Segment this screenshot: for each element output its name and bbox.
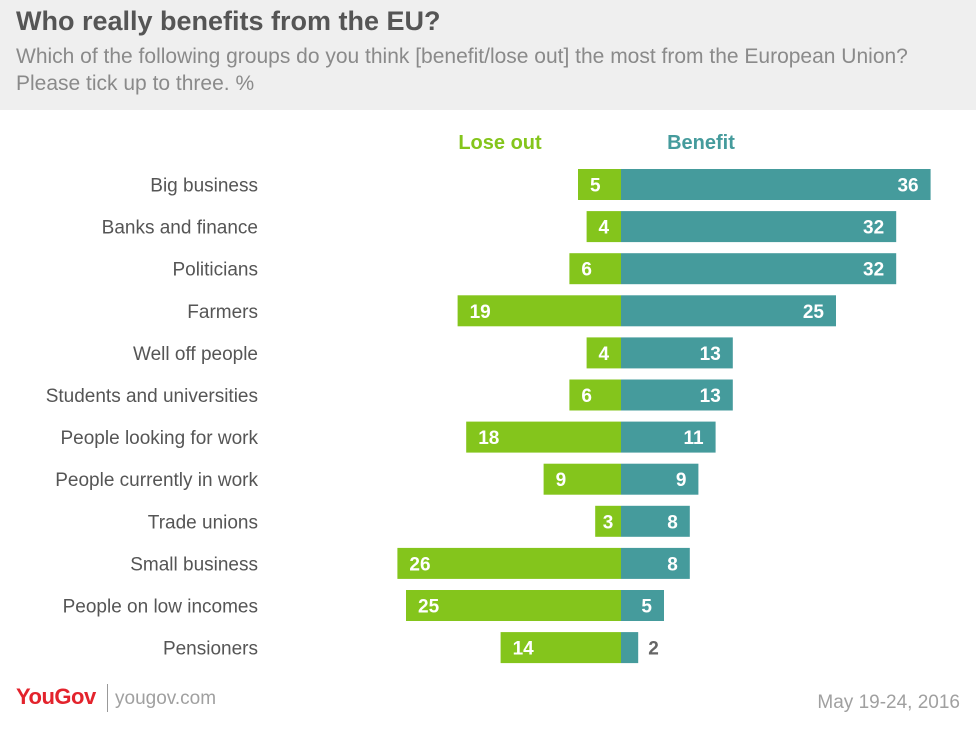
bar-lose-out: [586, 337, 621, 369]
category-label: People looking for work: [61, 428, 259, 449]
bar-lose-out: [457, 295, 621, 327]
bar-lose-out: [569, 253, 621, 285]
data-label-lose-out: 26: [409, 554, 430, 575]
legend-lose-out: Lose out: [458, 132, 542, 154]
bar-benefit: [621, 632, 639, 664]
bar-lose-out: [500, 632, 621, 664]
bar-lose-out: [397, 547, 621, 579]
data-label-lose-out: 4: [599, 218, 610, 239]
footer-date: May 19-24, 2016: [817, 692, 960, 713]
bar-lose-out: [595, 505, 621, 537]
data-label-lose-out: 3: [603, 512, 614, 533]
data-label-benefit: 13: [700, 344, 721, 365]
data-label-benefit: 2: [648, 639, 659, 660]
data-label-benefit: 36: [897, 176, 918, 197]
data-label-benefit: 9: [676, 470, 687, 491]
category-label: Banks and finance: [102, 218, 258, 239]
data-label-lose-out: 6: [581, 386, 592, 407]
bar-lose-out: [543, 463, 621, 495]
category-label: Small business: [130, 554, 258, 575]
category-label: Trade unions: [148, 512, 258, 533]
bar-benefit: [621, 211, 897, 243]
header-band: Who really benefits from the EU? Which o…: [0, 0, 976, 110]
category-label: People on low incomes: [63, 597, 258, 618]
bar-benefit: [621, 505, 690, 537]
category-label: Pensioners: [163, 639, 258, 660]
data-label-benefit: 8: [667, 554, 678, 575]
bar-benefit: [621, 169, 931, 200]
data-label-lose-out: 4: [599, 344, 610, 365]
bar-benefit: [621, 421, 716, 453]
bar-benefit: [621, 547, 690, 579]
bar-benefit: [621, 253, 897, 285]
chart-subtitle: Which of the following groups do you thi…: [16, 45, 908, 95]
data-label-benefit: 13: [700, 386, 721, 407]
bar-lose-out: [569, 379, 621, 411]
chart-title: Who really benefits from the EU?: [16, 6, 441, 36]
legend-benefit: Benefit: [667, 132, 735, 154]
category-label: Farmers: [187, 302, 258, 323]
bar-benefit: [621, 590, 664, 621]
data-label-lose-out: 19: [470, 302, 491, 323]
data-label-benefit: 5: [641, 597, 652, 618]
data-label-lose-out: 25: [418, 597, 440, 618]
category-label: Students and universities: [46, 386, 258, 407]
yougov-logo: YouGov: [16, 684, 96, 709]
data-label-benefit: 32: [863, 260, 884, 281]
data-label-benefit: 25: [803, 302, 825, 323]
data-label-lose-out: 5: [590, 176, 601, 197]
bar-lose-out: [578, 169, 621, 200]
footer-site[interactable]: yougov.com: [115, 688, 217, 709]
data-label-benefit: 8: [667, 512, 678, 533]
data-label-lose-out: 9: [556, 470, 567, 491]
data-label-lose-out: 18: [478, 428, 499, 449]
data-label-lose-out: 6: [581, 260, 592, 281]
footer-divider: [107, 684, 108, 712]
bar-lose-out: [406, 590, 621, 621]
data-label-benefit: 32: [863, 218, 884, 239]
data-label-benefit: 11: [684, 428, 705, 449]
bar-benefit: [621, 295, 836, 327]
bar-benefit: [621, 463, 699, 495]
category-label: Well off people: [133, 344, 258, 365]
bar-benefit: [621, 337, 733, 369]
bar-benefit: [621, 379, 733, 411]
bar-lose-out: [586, 211, 621, 243]
category-label: Politicians: [172, 260, 258, 281]
category-label: People currently in work: [55, 470, 258, 491]
category-label: Big business: [150, 176, 258, 197]
bar-lose-out: [466, 421, 621, 453]
data-label-lose-out: 14: [513, 639, 535, 660]
